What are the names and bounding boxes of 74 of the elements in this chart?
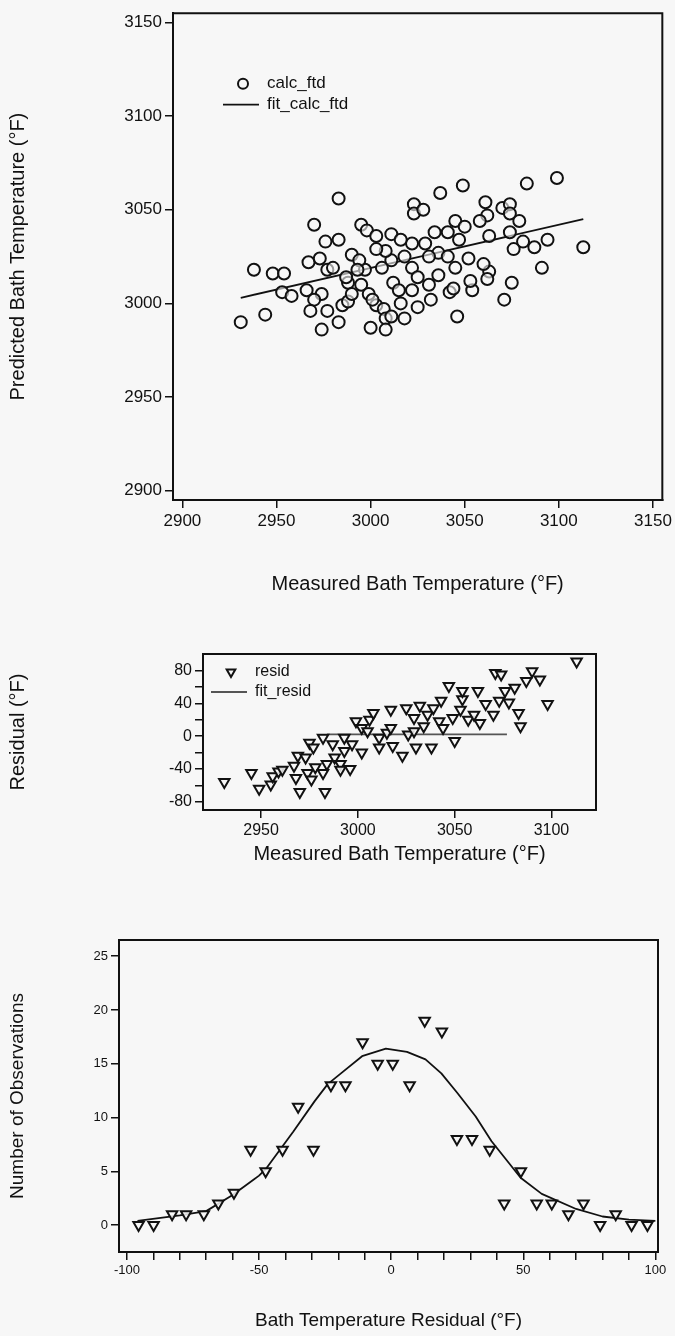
point <box>276 1145 289 1157</box>
x-axis-title: Measured Bath Temperature (°F) <box>271 571 564 594</box>
point <box>197 1210 211 1222</box>
x-tick-label: 3000 <box>351 510 390 530</box>
x-axis-title: Measured Bath Temperature (°F) <box>253 841 546 864</box>
y-tick-label: 0 <box>183 726 193 744</box>
x-tick-label: 3050 <box>436 821 473 839</box>
point <box>625 1221 638 1233</box>
y-tick-label: -40 <box>168 759 193 777</box>
y-tick-label: 0 <box>100 1216 108 1232</box>
point <box>514 1167 528 1179</box>
point <box>244 1145 257 1157</box>
y-tick-label: -80 <box>168 792 193 810</box>
y-tick-label: 3050 <box>124 199 162 219</box>
point <box>593 1221 607 1233</box>
point <box>165 1210 179 1222</box>
point <box>577 1199 590 1211</box>
point <box>324 1081 338 1093</box>
y-tick-label: 3150 <box>124 12 162 32</box>
x-tick-label: 2950 <box>243 821 279 839</box>
point <box>530 1199 543 1211</box>
legend-label: fit_resid <box>255 682 312 701</box>
y-tick-label: 10 <box>93 1109 108 1125</box>
point <box>498 1199 511 1211</box>
x-tick-label: -100 <box>113 1262 140 1278</box>
point <box>291 1102 305 1114</box>
x-tick-label: 50 <box>516 1262 531 1278</box>
point <box>227 1188 241 1200</box>
point <box>435 1027 449 1039</box>
point <box>147 1221 160 1233</box>
y-axis-title: Number of Observations <box>5 993 27 1199</box>
x-tick-label: 3100 <box>539 510 578 530</box>
x-axis-title: Bath Temperature Residual (°F) <box>254 1308 523 1330</box>
point <box>465 1135 479 1147</box>
y-tick-label: 2950 <box>124 386 162 406</box>
y-tick-label: 20 <box>93 1001 108 1017</box>
y-tick-label: 3100 <box>124 105 162 125</box>
x-tick-label: 3050 <box>445 510 484 530</box>
point <box>403 1081 416 1093</box>
y-tick-label: 40 <box>174 693 193 711</box>
point <box>418 1016 431 1028</box>
y-tick-label: 80 <box>174 660 193 678</box>
y-tick-label: 5 <box>100 1162 108 1178</box>
y-axis-title: Residual (°F) <box>5 673 28 791</box>
point <box>450 1135 464 1147</box>
y-tick-label: 25 <box>93 947 108 963</box>
legend-label: calc_ftd <box>267 73 326 93</box>
point <box>562 1210 575 1222</box>
point <box>371 1059 384 1071</box>
point <box>641 1221 654 1233</box>
x-tick-label: 3150 <box>634 510 672 530</box>
y-tick-label: 15 <box>93 1055 108 1071</box>
point <box>339 1081 352 1093</box>
y-tick-label: 2900 <box>124 480 162 500</box>
point <box>307 1145 320 1157</box>
point <box>259 1167 272 1179</box>
point <box>212 1199 225 1211</box>
legend-label: fit_calc_ftd <box>267 94 349 114</box>
point <box>132 1221 145 1233</box>
y-axis-title: Predicted Bath Temperature (°F) <box>5 112 28 401</box>
x-tick-label: 0 <box>387 1262 395 1278</box>
x-tick-label: 3000 <box>340 821 376 839</box>
point <box>386 1059 399 1071</box>
x-tick-label: 2950 <box>257 510 296 530</box>
x-tick-label: 100 <box>644 1262 667 1278</box>
y-tick-label: 3000 <box>124 293 162 313</box>
point <box>609 1210 622 1222</box>
point <box>179 1210 193 1222</box>
x-tick-label: 3100 <box>533 821 570 839</box>
x-tick-label: -50 <box>249 1262 269 1278</box>
point <box>356 1038 369 1050</box>
point <box>483 1145 496 1157</box>
point <box>545 1199 558 1211</box>
legend-label: resid <box>255 662 290 680</box>
